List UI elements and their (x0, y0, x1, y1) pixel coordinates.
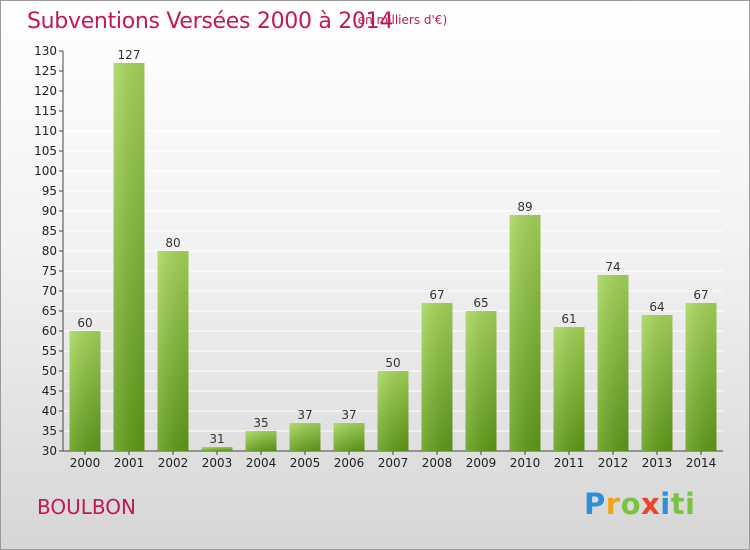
y-tick-label: 45 (42, 384, 57, 398)
y-tick-label: 125 (34, 64, 57, 78)
chart-unit: (en milliers d'€) (353, 13, 448, 27)
bar-shade-2010 (509, 215, 541, 451)
x-tick-label: 2010 (510, 456, 541, 470)
x-tick-label: 2000 (70, 456, 101, 470)
x-tick-label: 2007 (378, 456, 409, 470)
y-tick-label: 40 (42, 404, 57, 418)
city-name: BOULBON (37, 495, 136, 519)
x-tick-label: 2005 (290, 456, 321, 470)
y-tick-label: 100 (34, 164, 57, 178)
bar-shade-2008 (421, 303, 453, 451)
data-label-2008: 67 (429, 288, 444, 302)
data-label-2011: 61 (561, 312, 576, 326)
axes: 30 35 40 45 50 55 60 65 70 75 80 85 90 95 100 105 110 115… (34, 44, 723, 470)
bar-shade-2014 (685, 303, 717, 451)
data-label-2009: 65 (473, 296, 488, 310)
y-tick-label: 80 (42, 244, 57, 258)
x-tick-label: 2013 (642, 456, 673, 470)
data-label-2012: 74 (605, 260, 620, 274)
data-label-2001: 127 (118, 48, 141, 62)
y-tick-label: 65 (42, 304, 57, 318)
y-tick-label: 90 (42, 204, 57, 218)
bar-shade-2007 (377, 371, 409, 451)
data-label-2003: 31 (209, 432, 224, 446)
bar-shade-2004 (245, 431, 277, 451)
bar-shade-2009 (465, 311, 497, 451)
y-tick-label: 115 (34, 104, 57, 118)
x-tick-label: 2002 (158, 456, 189, 470)
data-label-2006: 37 (341, 408, 356, 422)
y-tick-label: 35 (42, 424, 57, 438)
data-label-2004: 35 (253, 416, 268, 430)
y-tick-label: 70 (42, 284, 57, 298)
y-tick-label: 75 (42, 264, 57, 278)
bar-shade-2011 (553, 327, 585, 451)
x-tick-label: 2001 (114, 456, 145, 470)
x-tick-label: 2011 (554, 456, 585, 470)
y-tick-label: 130 (34, 44, 57, 58)
chart-title: Subventions Versées 2000 à 2014 (27, 9, 394, 34)
y-tick-label: 60 (42, 324, 57, 338)
bar-shade-2001 (113, 63, 145, 451)
bar-shade-2003 (201, 447, 233, 451)
data-label-2007: 50 (385, 356, 400, 370)
proxiti-logo[interactable]: Proxiti (584, 487, 696, 521)
y-tick-label: 110 (34, 124, 57, 138)
y-tick-label: 105 (34, 144, 57, 158)
x-tick-label: 2008 (422, 456, 453, 470)
y-tick-label: 55 (42, 344, 57, 358)
data-label-2005: 37 (297, 408, 312, 422)
x-tick-label: 2006 (334, 456, 365, 470)
data-label-2000: 60 (77, 316, 92, 330)
y-tick-label: 95 (42, 184, 57, 198)
data-label-2010: 89 (517, 200, 532, 214)
bar-shade-2006 (333, 423, 365, 451)
x-tick-label: 2014 (686, 456, 717, 470)
x-tick-label: 2003 (202, 456, 233, 470)
y-tick-label: 120 (34, 84, 57, 98)
y-tick-label: 50 (42, 364, 57, 378)
bar-shade-2000 (69, 331, 101, 451)
y-tick-label: 85 (42, 224, 57, 238)
bar-shade-2002 (157, 251, 189, 451)
bar-shade-2012 (597, 275, 629, 451)
data-label-2002: 80 (165, 236, 180, 250)
x-tick-label: 2004 (246, 456, 277, 470)
data-labels: 60 127 80 31 35 37 37 50 67 65 89 61 74 64 67 (77, 48, 708, 446)
x-tick-label: 2012 (598, 456, 629, 470)
bar-shade-2005 (289, 423, 321, 451)
x-tick-label: 2009 (466, 456, 497, 470)
data-label-2014: 67 (693, 288, 708, 302)
y-tick-label: 30 (42, 444, 57, 458)
data-label-2013: 64 (649, 300, 664, 314)
bars (69, 63, 717, 451)
bar-shade-2013 (641, 315, 673, 451)
